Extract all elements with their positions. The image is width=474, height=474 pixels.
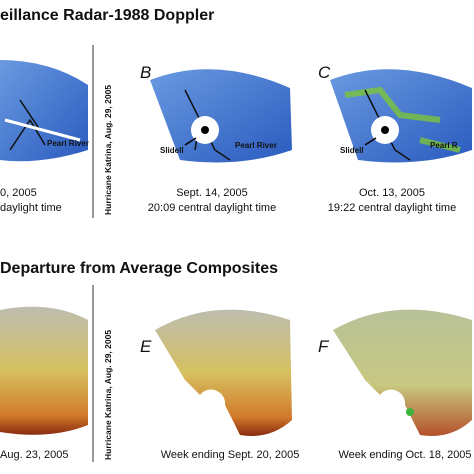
divider-label: Hurricane Katrina, Aug. 29, 2005: [103, 85, 113, 215]
city-label: Slidell: [160, 146, 184, 155]
section-title: Departure from Average Composites: [0, 260, 278, 277]
panel-letter: F: [318, 337, 330, 356]
caption: Aug. 23, 2005: [0, 449, 69, 461]
time: daylight time: [0, 202, 62, 214]
city-label: Slidell: [340, 146, 364, 155]
caption: Week ending Oct. 18, 2005: [338, 449, 471, 461]
time: 19:22 central daylight time: [328, 202, 456, 214]
composite-image: [155, 309, 292, 436]
caption: Week ending Sept. 20, 2005: [161, 449, 300, 461]
arrow: [364, 137, 377, 146]
arrow: [184, 137, 197, 146]
time: 20:09 central daylight time: [148, 202, 276, 214]
divider-label: Hurricane Katrina, Aug. 29, 2005: [103, 330, 113, 460]
composite-image: [0, 306, 88, 435]
date: Oct. 13, 2005: [359, 187, 425, 199]
radar-dot: [201, 126, 209, 134]
panel-letter: C: [318, 63, 331, 82]
panel-letter: E: [140, 337, 152, 356]
section-title: eillance Radar-1988 Doppler: [0, 7, 214, 24]
green-echo: [344, 86, 461, 153]
river-label: Pearl River: [47, 139, 89, 148]
panel-letter: B: [140, 63, 151, 82]
green-spot: [406, 408, 414, 416]
date: Sept. 14, 2005: [176, 187, 248, 199]
composite-image: [333, 309, 472, 436]
pointer: [4, 118, 81, 142]
river-label: Pearl River: [235, 141, 277, 150]
radar-dot: [381, 126, 389, 134]
river-label: Pearl R: [430, 141, 458, 150]
date: 0, 2005: [0, 187, 37, 199]
river-line: [9, 99, 46, 151]
